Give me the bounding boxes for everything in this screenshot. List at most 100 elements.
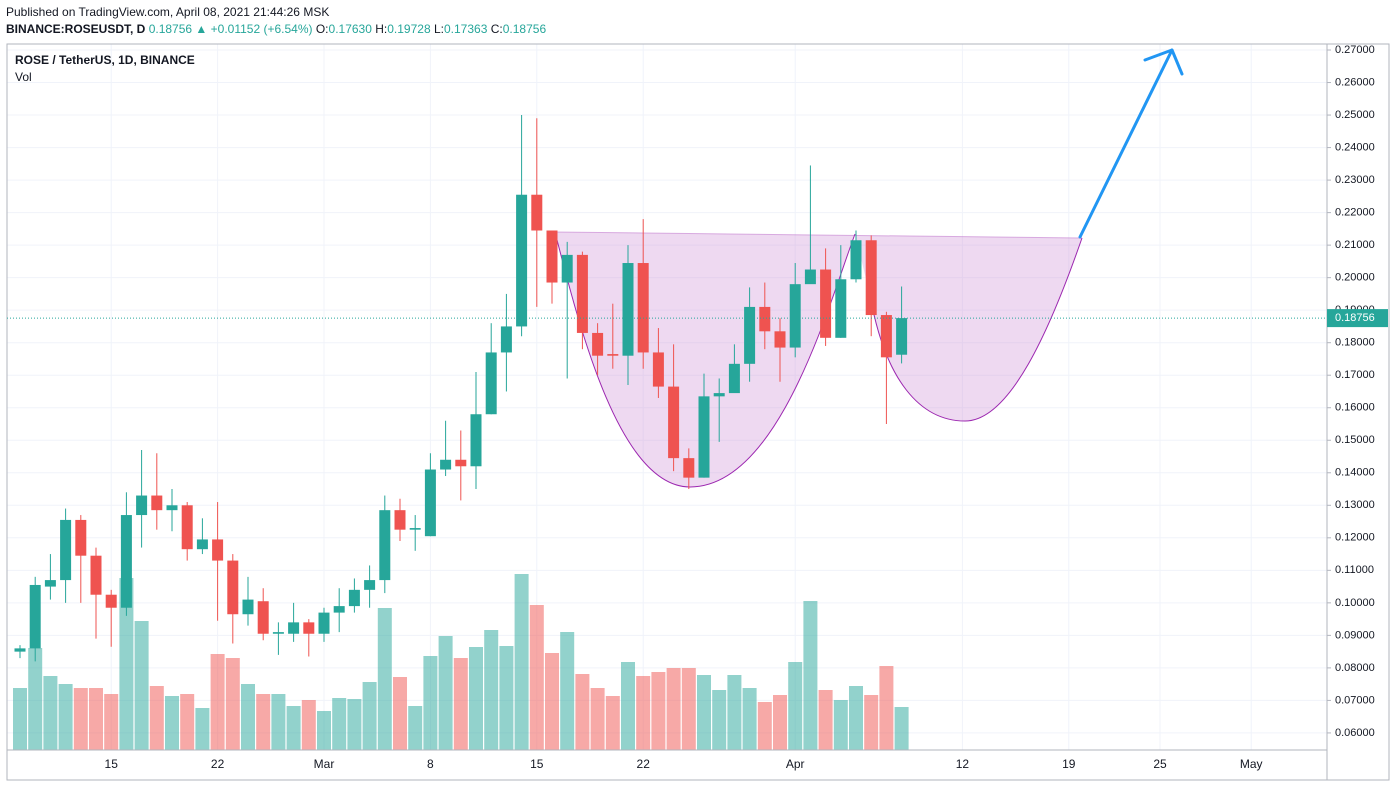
- volume-bar: [58, 684, 73, 750]
- volume-bar: [879, 666, 894, 750]
- y-tick-label: 0.08000: [1335, 662, 1375, 674]
- volume-bar: [788, 662, 803, 750]
- volume-bar: [499, 646, 514, 750]
- candle-body: [348, 589, 360, 607]
- symbol: BINANCE:ROSEUSDT, D: [6, 22, 146, 36]
- volume-bar: [833, 700, 848, 750]
- cup-shape: [555, 232, 1082, 487]
- volume-bar: [195, 708, 210, 750]
- x-tick-label: May: [1240, 757, 1263, 771]
- forecast-arrow: [1078, 48, 1184, 239]
- volume-bar: [484, 630, 499, 750]
- volume-bar: [13, 688, 27, 750]
- volume-bar: [423, 656, 438, 750]
- y-tick-label: 0.17000: [1335, 369, 1375, 381]
- volume-bar: [514, 574, 529, 750]
- candle-body: [318, 612, 330, 634]
- candle-body: [561, 254, 573, 283]
- candle-body: [470, 414, 482, 467]
- ohlc-value: 0.18756: [502, 22, 547, 36]
- volume-bar: [332, 698, 347, 750]
- volume-bar: [681, 668, 696, 750]
- ohlc-value: 0.17363: [444, 22, 488, 36]
- volume-bar: [89, 688, 103, 750]
- volume-bar: [757, 702, 772, 750]
- candle-body: [698, 396, 710, 478]
- candle-body: [44, 580, 56, 587]
- volume-bar: [119, 578, 134, 750]
- volume-bar: [210, 654, 225, 750]
- y-tick-label: 0.24000: [1335, 141, 1375, 153]
- candle-body: [379, 510, 391, 581]
- y-tick-label: 0.27000: [1335, 44, 1375, 56]
- candle-body: [105, 594, 117, 608]
- volume-bar: [301, 700, 316, 750]
- volume-bar: [864, 695, 879, 750]
- volume-layer: [13, 574, 909, 750]
- volume-bar: [256, 694, 271, 750]
- candle-body: [774, 331, 786, 348]
- volume-bar: [773, 695, 787, 750]
- grid: [7, 44, 1327, 750]
- ohlc-value: 0.19728: [387, 22, 431, 36]
- axes-layer: 0.06000 0.07000 0.08000 0.09000 0.10000 0.110…: [7, 44, 1388, 771]
- candle-body: [865, 240, 877, 316]
- volume-bar: [818, 690, 833, 750]
- y-tick-label: 0.26000: [1335, 76, 1375, 88]
- volume-bar: [849, 686, 863, 750]
- volume-bar: [621, 662, 635, 750]
- x-tick-label: 8: [427, 757, 434, 771]
- y-tick-label: 0.23000: [1335, 174, 1375, 186]
- y-tick-label: 0.25000: [1335, 109, 1375, 121]
- candle-body: [409, 528, 421, 530]
- volume-bar: [575, 674, 590, 750]
- x-tick-label: 22: [211, 757, 225, 771]
- volume-bar: [43, 676, 58, 750]
- volume-bar: [225, 658, 240, 750]
- x-tick-label: 25: [1153, 757, 1167, 771]
- ohlc-value: 0.17630: [328, 22, 372, 36]
- candle-body: [75, 519, 87, 556]
- x-tick-label: 22: [637, 757, 651, 771]
- volume-bar: [894, 707, 909, 750]
- candle-body: [668, 386, 680, 459]
- candle-body: [531, 194, 543, 231]
- volume-bar: [241, 684, 255, 750]
- volume-bar: [712, 690, 727, 750]
- y-tick-label: 0.18000: [1335, 337, 1375, 349]
- volume-bar: [529, 605, 544, 750]
- candle-body: [896, 318, 908, 355]
- candle-body: [759, 306, 771, 332]
- volume-bar: [636, 676, 651, 750]
- volume-bar: [134, 621, 149, 750]
- volume-label: Vol: [15, 70, 32, 84]
- volume-bar: [149, 686, 164, 750]
- y-tick-label: 0.15000: [1335, 434, 1375, 446]
- candle-body: [333, 606, 345, 613]
- candle-body: [227, 560, 239, 615]
- volume-bar: [180, 694, 195, 750]
- candle-body: [120, 515, 132, 608]
- volume-bar: [590, 688, 605, 750]
- candle-body: [850, 240, 862, 280]
- candle-body: [440, 459, 452, 470]
- candle-body: [880, 315, 892, 358]
- candle-body: [181, 505, 193, 550]
- candle-body: [713, 393, 725, 397]
- candle-body: [455, 459, 467, 467]
- y-tick-label: 0.11000: [1335, 564, 1374, 576]
- candle-body: [257, 601, 269, 634]
- candle-body: [272, 632, 284, 634]
- candle-body: [14, 648, 26, 652]
- volume-bar: [377, 608, 392, 750]
- y-tick-label: 0.13000: [1335, 499, 1375, 511]
- candle-body: [394, 510, 406, 530]
- candle-body: [637, 263, 649, 353]
- y-tick-label: 0.06000: [1335, 727, 1375, 739]
- y-tick-label: 0.12000: [1335, 532, 1375, 544]
- volume-bar: [560, 632, 575, 750]
- ohlc-label: C:: [490, 22, 503, 36]
- y-tick-label: 0.07000: [1335, 694, 1375, 706]
- last-price-label: 0.18756: [1335, 312, 1375, 324]
- volume-bar: [408, 706, 423, 750]
